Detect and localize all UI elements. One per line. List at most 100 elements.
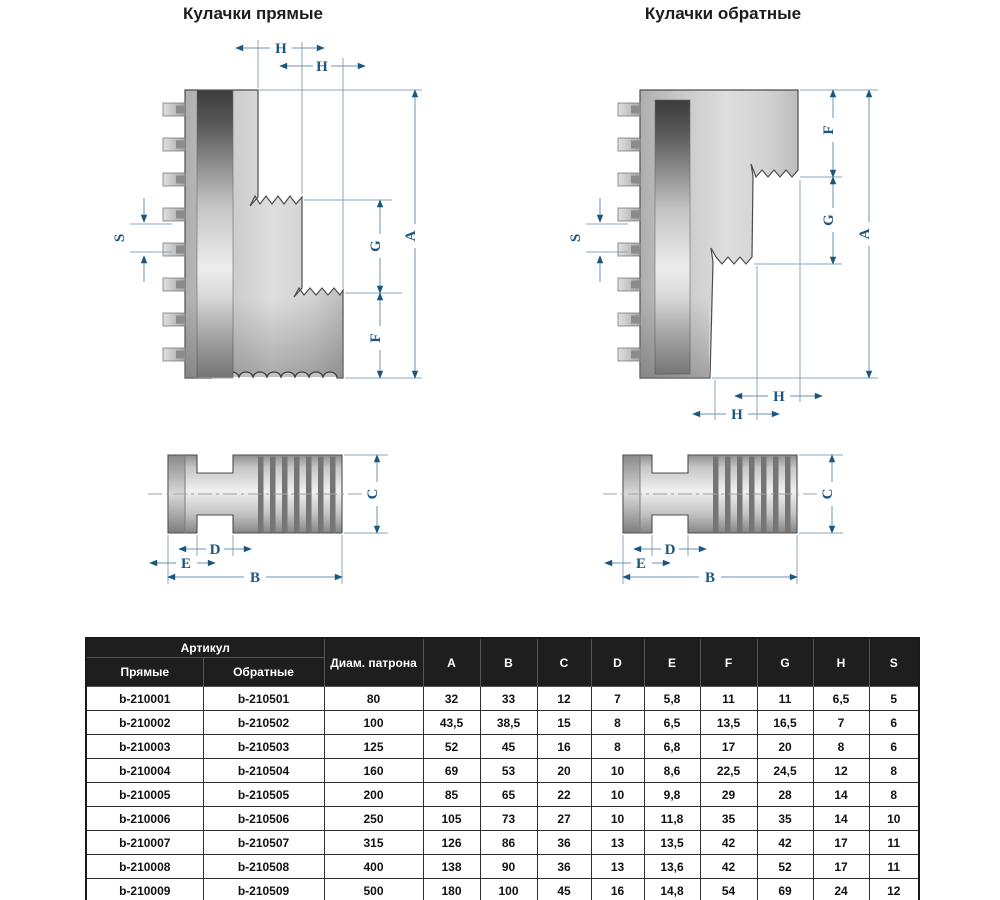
table-cell: b-210003 xyxy=(85,734,204,760)
table-cell: 8,6 xyxy=(643,758,701,784)
table-row: b-210009 b-210509 500 180 100 45 16 14,8 54 69 24 1… xyxy=(85,878,920,900)
table-cell: 29 xyxy=(699,782,758,808)
table-cell: 16,5 xyxy=(756,710,814,736)
table-row: b-210006 b-210506 250 105 73 27 10 11,8 35 35 14 10 xyxy=(85,806,920,832)
table-cell: 105 xyxy=(422,806,481,832)
table-cell: 42 xyxy=(756,830,814,856)
table-cell: 35 xyxy=(699,806,758,832)
table-cell: 14,8 xyxy=(643,878,701,900)
table-cell: 17 xyxy=(812,854,870,880)
table-cell: 20 xyxy=(536,758,592,784)
table-cell: 20 xyxy=(756,734,814,760)
table-cell: 7 xyxy=(590,686,645,712)
table-cell: 73 xyxy=(479,806,538,832)
reverse-jaw-side-view xyxy=(603,454,819,534)
table-cell: 315 xyxy=(323,830,424,856)
header-reverse: Обратные xyxy=(202,657,325,688)
table-row: b-210002 b-210502 100 43,5 38,5 15 8 6,5 13,5 16,… xyxy=(85,710,920,736)
master-jaw-teeth xyxy=(617,102,641,362)
header-dim-g: G xyxy=(756,637,814,688)
table-cell: 500 xyxy=(323,878,424,900)
table-cell: b-210005 xyxy=(85,782,204,808)
straight-jaw-diagram: H H S A G xyxy=(112,40,422,586)
table-cell: 85 xyxy=(422,782,481,808)
table-cell: 160 xyxy=(323,758,424,784)
table-cell: b-210503 xyxy=(202,734,325,760)
header-article: Артикул xyxy=(85,637,325,659)
table-cell: 126 xyxy=(422,830,481,856)
table-cell: 8 xyxy=(590,710,645,736)
table-cell: 11 xyxy=(699,686,758,712)
reverse-jaw-diagram: F G A H H xyxy=(568,89,878,586)
table-cell: 86 xyxy=(479,830,538,856)
table-cell: 200 xyxy=(323,782,424,808)
table-cell: 11 xyxy=(756,686,814,712)
table-cell: 22,5 xyxy=(699,758,758,784)
header-dim-s: S xyxy=(868,637,920,688)
table-cell: 52 xyxy=(422,734,481,760)
table-row: b-210007 b-210507 315 126 86 36 13 13,5 42 42 17 11 xyxy=(85,830,920,856)
dim-label-e: E xyxy=(636,556,646,572)
dim-label-d: D xyxy=(665,542,676,558)
dim-label-h2: H xyxy=(316,59,328,75)
table-cell: 42 xyxy=(699,854,758,880)
table-cell: 43,5 xyxy=(422,710,481,736)
table-row: b-210008 b-210508 400 138 90 36 13 13,6 42 52 17 11 xyxy=(85,854,920,880)
table-cell: 11,8 xyxy=(643,806,701,832)
table-cell: 10 xyxy=(590,806,645,832)
table-cell: 36 xyxy=(536,830,592,856)
dim-label-f: F xyxy=(368,333,384,342)
header-dim-d: D xyxy=(590,637,645,688)
table-cell: b-210007 xyxy=(85,830,204,856)
dim-label-d: D xyxy=(210,542,221,558)
table-cell: 32 xyxy=(422,686,481,712)
table-cell: 35 xyxy=(756,806,814,832)
reverse-jaw-profile-view xyxy=(617,89,799,379)
table-cell: 6,5 xyxy=(812,686,870,712)
table-header: Артикул Диам. патрона A B C D E F G H S … xyxy=(85,637,920,688)
straight-jaw-dimensions: H H S A G xyxy=(112,40,422,586)
table-cell: b-210002 xyxy=(85,710,204,736)
table-cell: 14 xyxy=(812,806,870,832)
table-cell: b-210507 xyxy=(202,830,325,856)
table-cell: 13 xyxy=(590,830,645,856)
reverse-jaws-title: Кулачки обратные xyxy=(644,4,802,23)
dim-label-s: S xyxy=(568,234,584,242)
table-body: b-210001 b-210501 80 32 33 12 7 5,8 11 11 6,5 5 b-21… xyxy=(85,686,920,900)
table-cell: 15 xyxy=(536,710,592,736)
dim-label-h1: H xyxy=(275,41,287,57)
table-cell: 14 xyxy=(812,782,870,808)
technical-drawing: H H S A G xyxy=(112,40,878,586)
table-cell: 125 xyxy=(323,734,424,760)
table-cell: b-210001 xyxy=(85,686,204,712)
table-cell: 10 xyxy=(590,782,645,808)
dim-label-g: G xyxy=(368,240,384,252)
table-cell: b-210506 xyxy=(202,806,325,832)
table-cell: 22 xyxy=(536,782,592,808)
table-cell: 400 xyxy=(323,854,424,880)
table-cell: 5 xyxy=(868,686,920,712)
table-cell: 10 xyxy=(590,758,645,784)
dim-label-e: E xyxy=(181,556,191,572)
table-cell: 27 xyxy=(536,806,592,832)
table-cell: 8 xyxy=(868,758,920,784)
table-cell: 100 xyxy=(323,710,424,736)
dim-label-h2: H xyxy=(731,407,743,423)
table-cell: 45 xyxy=(479,734,538,760)
table-cell: b-210505 xyxy=(202,782,325,808)
dim-label-b: B xyxy=(250,570,260,586)
table-cell: b-210006 xyxy=(85,806,204,832)
table-cell: 12 xyxy=(812,758,870,784)
table-cell: 13 xyxy=(590,854,645,880)
table-cell: 12 xyxy=(536,686,592,712)
table-cell: 53 xyxy=(479,758,538,784)
dim-label-s: S xyxy=(112,234,128,242)
table-cell: 36 xyxy=(536,854,592,880)
master-jaw-teeth xyxy=(162,102,186,362)
table-cell: b-210502 xyxy=(202,710,325,736)
dim-label-c: C xyxy=(365,489,381,500)
table-cell: b-210008 xyxy=(85,854,204,880)
table-cell: 6 xyxy=(868,734,920,760)
header-straight: Прямые xyxy=(85,657,204,688)
table-cell: 90 xyxy=(479,854,538,880)
